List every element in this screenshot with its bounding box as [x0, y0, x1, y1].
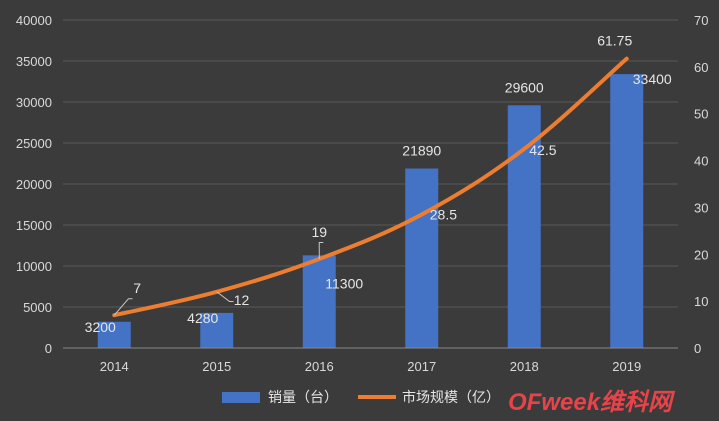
line-data-label: 12: [234, 292, 250, 308]
bar-data-label: 4280: [187, 310, 218, 326]
left-tick-label: 15000: [16, 218, 52, 233]
left-tick-label: 30000: [16, 95, 52, 110]
right-tick-label: 30: [694, 200, 708, 215]
bar: [200, 312, 234, 348]
line-series: [112, 56, 629, 318]
line-data-label: 42.5: [529, 142, 556, 158]
right-tick-label: 50: [694, 107, 708, 122]
bar: [405, 168, 439, 348]
leader-line: [318, 241, 324, 259]
leader-line: [113, 298, 133, 316]
x-axis: 2014 2015 2016 2017 2018 2019: [63, 347, 678, 374]
left-tick-label: 35000: [16, 54, 52, 69]
left-tick-label: 20000: [16, 177, 52, 192]
legend-label-line: 市场规模（亿）: [402, 389, 500, 405]
left-tick-label: 40000: [16, 13, 52, 28]
bar: [610, 74, 644, 349]
bar: [97, 321, 131, 348]
left-tick-label: 10000: [16, 259, 52, 274]
left-tick-label: 5000: [23, 300, 52, 315]
bar-data-label: 3200: [85, 319, 116, 335]
right-axis: 0 10 20 30 40 50 60 70: [694, 13, 708, 356]
left-tick-label: 0: [45, 341, 52, 356]
leader-line: [216, 291, 234, 303]
bar: [507, 105, 541, 348]
data-labels: 3200 4280 11300 21890 29600 33400 7 12 19 28.5 42.…: [85, 33, 672, 335]
line-data-label: 19: [311, 224, 327, 240]
line-data-label: 28.5: [430, 206, 457, 222]
bar: [302, 255, 336, 348]
watermark-ofweek: OFweek: [508, 389, 602, 416]
left-tick-label: 25000: [16, 136, 52, 151]
x-tick-label: 2018: [510, 359, 539, 374]
bar-data-label: 11300: [325, 275, 363, 291]
right-tick-label: 40: [694, 154, 708, 169]
legend: 销量（台） 市场规模（亿）: [222, 389, 500, 405]
legend-label-bar: 销量（台）: [268, 389, 338, 405]
bar-data-label: 33400: [633, 71, 672, 87]
watermark: OFweek维科网: [508, 389, 676, 416]
bar-data-label: 21890: [402, 143, 441, 159]
x-tick-label: 2019: [612, 359, 641, 374]
watermark-weike: 维科网: [600, 389, 676, 416]
line-path: [112, 56, 629, 318]
line-data-label: 61.75: [597, 33, 632, 49]
gridlines: [63, 19, 678, 349]
right-tick-label: 70: [694, 13, 708, 28]
left-axis: 0 5000 10000 15000 20000 25000 30000 35000 40000: [16, 13, 52, 356]
right-tick-label: 10: [694, 294, 708, 309]
right-tick-label: 60: [694, 60, 708, 75]
legend-swatch-bar: [222, 392, 260, 403]
bar-series: [97, 74, 644, 349]
x-tick-label: 2017: [407, 359, 436, 374]
x-tick-label: 2016: [305, 359, 334, 374]
right-tick-label: 20: [694, 247, 708, 262]
bar-data-label: 29600: [505, 79, 544, 95]
right-tick-label: 0: [694, 341, 701, 356]
x-tick-label: 2014: [100, 359, 129, 374]
line-data-label: 7: [133, 280, 141, 296]
x-tick-label: 2015: [202, 359, 231, 374]
